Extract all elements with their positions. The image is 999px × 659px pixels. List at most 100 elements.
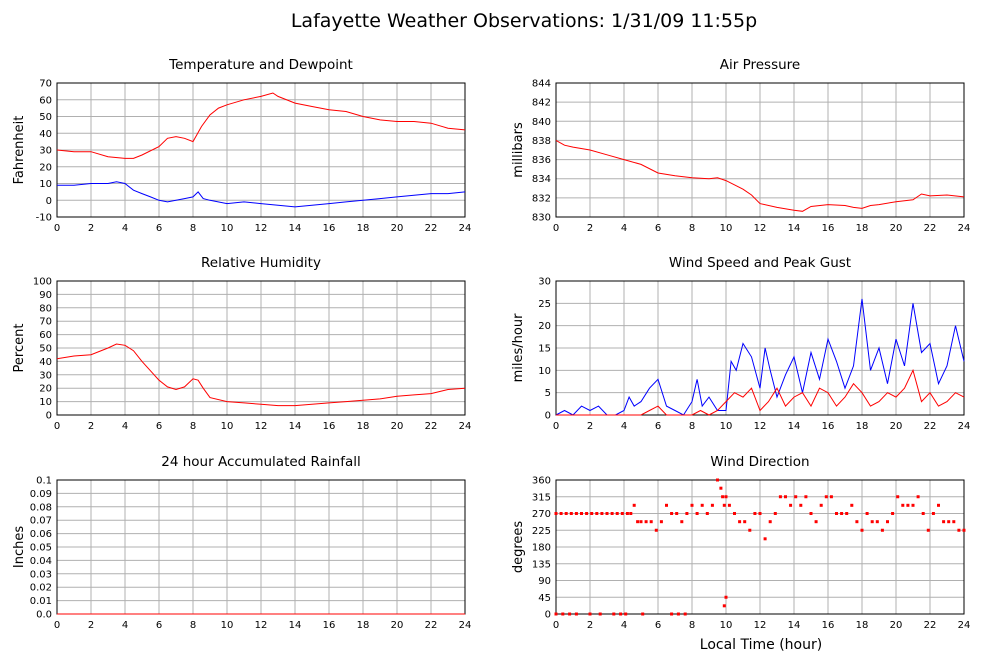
temp-xtick-label: 2 <box>88 223 94 234</box>
rain-xtick-label: 2 <box>88 620 94 631</box>
direction-point <box>595 512 599 515</box>
wind-ytick-label: 10 <box>538 366 551 377</box>
pressure-xtick-label: 12 <box>754 223 767 234</box>
direction-point <box>906 503 910 507</box>
rain-ytick-label: 0.02 <box>30 583 52 594</box>
wind-ytick-label: 30 <box>538 277 551 288</box>
direction-point <box>659 520 663 524</box>
direction-point <box>610 512 614 515</box>
direction-point <box>814 520 818 524</box>
direction-point <box>865 512 869 515</box>
direction-point <box>683 612 687 616</box>
temp-series-line <box>56 92 466 159</box>
pressure-ytick-label: 832 <box>532 193 551 204</box>
pressure-frame <box>555 82 965 218</box>
humidity-xtick-label: 4 <box>122 421 128 432</box>
pressure-ytick-label: 830 <box>532 213 551 224</box>
pressure-xtick-label: 18 <box>856 223 869 234</box>
direction-xtick-label: 0 <box>553 620 559 631</box>
direction-point <box>554 512 558 515</box>
direction-point <box>564 512 568 515</box>
direction-point <box>690 503 694 507</box>
direction-point <box>911 503 915 507</box>
direction-ytick-label: 135 <box>532 559 551 570</box>
temp-xtick-label: 10 <box>221 223 234 234</box>
direction-point <box>605 512 609 515</box>
direction-ytick-label: 270 <box>532 509 551 520</box>
humidity-xtick-label: 10 <box>221 421 234 432</box>
direction-point <box>733 512 736 515</box>
temp-ytick-label: 60 <box>39 95 52 106</box>
direction-point <box>753 512 757 515</box>
temp-xtick-label: 12 <box>255 223 268 234</box>
wind-series-line <box>555 298 965 416</box>
temp-ytick-label: 30 <box>39 146 52 157</box>
direction-point <box>644 520 648 524</box>
humidity-xtick-label: 14 <box>289 421 302 432</box>
wind-xtick-label: 4 <box>621 421 627 432</box>
direction-point <box>590 512 594 515</box>
wind-xtick-label: 18 <box>856 421 869 432</box>
direction-point <box>937 503 940 507</box>
direction-point <box>829 495 833 499</box>
wind-xtick-label: 10 <box>720 421 733 432</box>
rain-xtick-label: 20 <box>391 620 404 631</box>
direction-point <box>891 512 895 515</box>
direction-ytick-label: 45 <box>538 593 551 604</box>
temp-xtick-label: 18 <box>357 223 370 234</box>
direction-point <box>926 528 930 532</box>
direction-point <box>855 520 859 524</box>
direction-xtick-label: 22 <box>924 620 937 631</box>
pressure-xtick-label: 14 <box>788 223 801 234</box>
direction-point <box>625 512 629 515</box>
pressure-xtick-label: 4 <box>621 223 627 234</box>
direction-point <box>835 512 838 515</box>
wind-ytick-label: 15 <box>538 344 551 355</box>
direction-point <box>568 612 572 616</box>
direction-xtick-label: 6 <box>655 620 661 631</box>
rain-ytick-label: 0.09 <box>30 489 52 500</box>
direction-point <box>738 520 742 524</box>
pressure-xtick-label: 6 <box>655 223 661 234</box>
direction-point <box>850 503 854 507</box>
direction-point <box>641 612 645 616</box>
pressure-ylabel: millibars <box>511 122 526 178</box>
temp-xtick-label: 8 <box>190 223 196 234</box>
direction-point <box>784 495 787 499</box>
direction-point <box>649 520 653 524</box>
temp-xtick-label: 20 <box>391 223 404 234</box>
direction-point <box>670 512 674 515</box>
direction-point <box>716 478 719 482</box>
direction-point <box>809 512 813 515</box>
humidity-xtick-label: 2 <box>88 421 94 432</box>
direction-point <box>799 503 803 507</box>
wind-series-line <box>556 368 965 416</box>
direction-point <box>875 520 879 524</box>
direction-point <box>840 512 844 515</box>
direction-point <box>721 495 725 499</box>
direction-ytick-label: 0 <box>545 610 551 621</box>
pressure-ytick-label: 838 <box>532 136 551 147</box>
wind-xtick-label: 22 <box>924 421 937 432</box>
pressure-ytick-label: 840 <box>532 117 551 128</box>
pressure-xtick-label: 24 <box>958 223 971 234</box>
wind-xtick-label: 0 <box>553 421 559 432</box>
temp-xtick-label: 16 <box>323 223 336 234</box>
pressure-xtick-label: 22 <box>924 223 937 234</box>
direction-point <box>574 512 578 515</box>
direction-point <box>665 503 668 507</box>
rain-ytick-label: 0.07 <box>30 516 52 527</box>
temp-xtick-label: 14 <box>289 223 302 234</box>
direction-point <box>619 612 623 616</box>
rain-ytick-label: 0.1 <box>36 476 52 487</box>
direction-ytick-label: 180 <box>532 543 551 554</box>
direction-point <box>722 604 726 608</box>
direction-point <box>794 495 798 499</box>
direction-point <box>824 495 828 499</box>
direction-point <box>705 512 709 515</box>
direction-point <box>612 612 616 616</box>
humidity-xtick-label: 16 <box>323 421 336 432</box>
direction-point <box>676 612 680 616</box>
